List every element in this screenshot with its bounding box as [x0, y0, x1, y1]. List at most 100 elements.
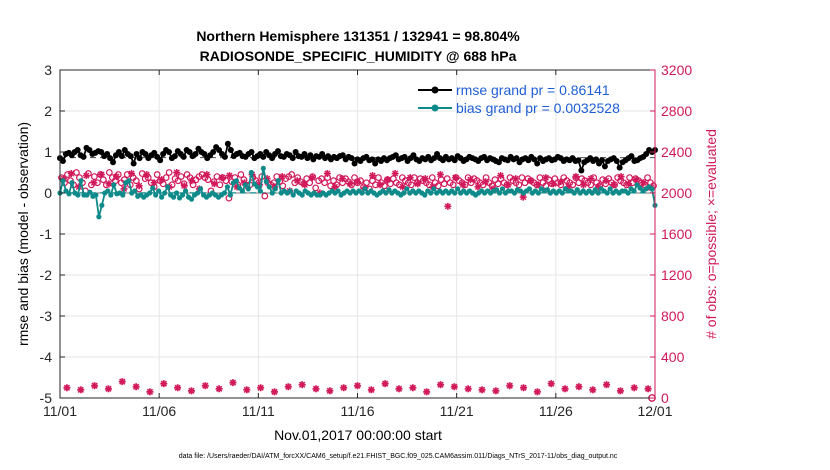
obs-evaluated-stroke — [173, 169, 180, 176]
obs-count-bottom-point — [589, 386, 597, 394]
obs-count-stroke — [271, 388, 278, 396]
bias-point — [592, 187, 598, 193]
obs-count-bottom-point — [644, 385, 652, 393]
obs-count-bottom-point — [284, 383, 292, 391]
bias-point — [156, 188, 162, 194]
obs-evaluated-point — [587, 175, 595, 183]
rmse-point — [157, 157, 164, 164]
bias-point — [188, 196, 195, 202]
obs-count-stroke — [451, 383, 458, 390]
obs-count-bottom-point — [312, 385, 320, 393]
obs-evaluated-point — [331, 183, 339, 191]
y-tick-label: 1 — [44, 144, 52, 160]
obs-evaluated-point — [482, 178, 490, 186]
bias-point — [266, 184, 272, 190]
obs-count-bottom-point — [464, 385, 472, 393]
bias-point — [248, 169, 254, 176]
obs-evaluated-stroke — [557, 178, 564, 185]
legend-rmse-label: rmse grand pr = 0.86141 — [456, 82, 610, 98]
bias-point — [401, 190, 407, 196]
obs-evaluated-stroke — [527, 177, 534, 184]
y-tick-label: 2 — [44, 103, 52, 119]
legend-bias-label: bias grand pr = 0.0032528 — [456, 100, 620, 116]
obs-evaluated-stroke — [392, 170, 399, 177]
obs-count-stroke — [257, 384, 264, 391]
obs-count-bottom-point — [603, 381, 611, 389]
obs-count-bottom-point — [132, 383, 140, 391]
obs-count-bottom-point — [270, 388, 278, 396]
rmse-point — [192, 151, 199, 158]
rmse-point — [110, 159, 117, 166]
obs-evaluated-point — [384, 176, 392, 184]
rmse-point — [210, 149, 217, 155]
rmse-point — [601, 163, 608, 170]
obs-evaluated-point — [293, 177, 301, 185]
x-tick-label: 11/16 — [341, 403, 375, 419]
obs-evaluated-stroke — [610, 181, 617, 188]
obs-count-bottom-point — [257, 384, 265, 392]
obs-possible-point — [644, 174, 651, 182]
y-tick-label: -4 — [40, 349, 53, 365]
obs-evaluated-point — [105, 180, 113, 188]
bias-point — [105, 188, 111, 194]
bias-point — [493, 187, 500, 193]
obs-evaluated-point — [610, 181, 618, 189]
obs-evaluated-point — [391, 170, 399, 178]
obs-possible-point — [288, 171, 296, 178]
bias-point — [227, 192, 234, 198]
obs-possible-point — [321, 179, 329, 187]
obs-count-bottom-point — [520, 384, 528, 392]
obs-count-bottom-point — [104, 385, 112, 393]
obs-count-stroke — [617, 387, 624, 394]
obs-evaluated-point — [399, 183, 407, 191]
obs-count-bottom-point — [616, 387, 624, 395]
bias-point — [242, 182, 248, 188]
obs-count-stroke — [520, 384, 527, 391]
obs-possible-point — [73, 169, 80, 176]
obs-evaluated-point — [625, 180, 633, 188]
x-tick-label: 12/01 — [637, 403, 672, 419]
chart-title: Northern Hemisphere 131351 / 132941 = 98… — [196, 28, 520, 44]
obs-evaluated-point — [572, 173, 580, 181]
obs-possible-point — [165, 169, 173, 176]
obs-count-stroke — [105, 385, 112, 392]
obs-count-stroke — [188, 387, 195, 394]
obs-evaluated-stroke — [572, 173, 580, 180]
bias-point — [221, 190, 228, 196]
bias-point — [290, 192, 296, 198]
obs-evaluated-stroke — [542, 174, 549, 181]
y-right-tick-label: 3200 — [661, 62, 692, 78]
obs-evaluated-stroke — [158, 176, 165, 183]
bias-point — [87, 189, 93, 195]
obs-evaluated-stroke — [143, 171, 150, 178]
obs-count-stroke — [243, 386, 250, 393]
obs-evaluated-stroke — [444, 203, 451, 210]
obs-evaluated-point — [338, 175, 346, 183]
obs-count-bottom-point — [450, 383, 458, 391]
bias-point — [604, 190, 610, 196]
bias-point — [428, 190, 434, 196]
obs-evaluated-point — [143, 171, 151, 179]
obs-evaluated-point — [617, 173, 625, 181]
bias-point — [526, 186, 533, 192]
obs-evaluated-stroke — [339, 175, 346, 182]
obs-evaluated-stroke — [369, 172, 376, 179]
bias-point — [607, 186, 613, 192]
bias-point — [535, 190, 541, 196]
obs-possible-point — [261, 192, 269, 200]
obs-count-bottom-point — [395, 385, 403, 393]
obs-count-stroke — [437, 381, 444, 388]
obs-count-bottom-point — [118, 378, 126, 386]
bias-point — [245, 186, 251, 192]
y-tick-label: -2 — [40, 267, 53, 283]
bias-point — [625, 190, 631, 196]
obs-evaluated-point — [474, 183, 482, 191]
obs-count-stroke — [409, 384, 417, 391]
bias-point — [96, 214, 102, 220]
obs-evaluated-point — [67, 170, 75, 178]
y-right-tick-label: 800 — [661, 308, 685, 324]
obs-evaluated-point — [354, 178, 361, 186]
obs-evaluated-point — [112, 173, 120, 181]
obs-possible-point — [312, 184, 320, 192]
bias-point — [75, 192, 81, 198]
